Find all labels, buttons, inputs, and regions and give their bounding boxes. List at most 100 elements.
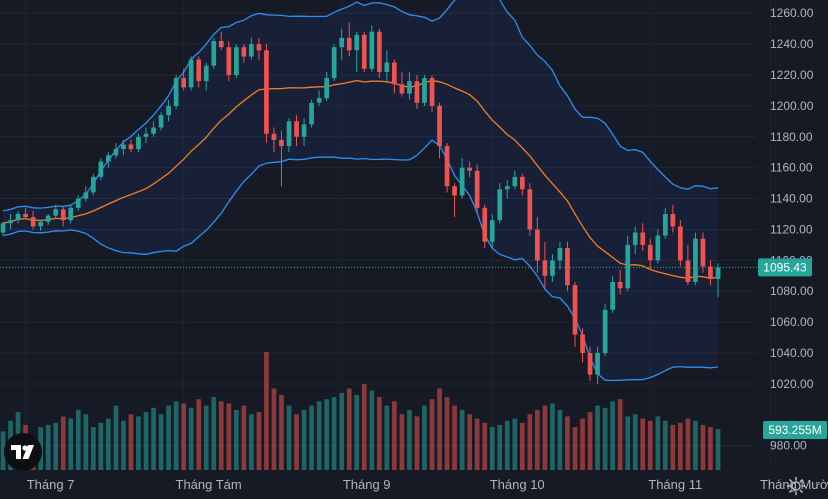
volume-bar [617, 399, 623, 470]
volume-bar [98, 422, 104, 470]
candle-body [489, 220, 495, 242]
candle-body [75, 198, 81, 208]
price-axis-label: 1200.00 [770, 99, 814, 113]
volume-bar [693, 420, 698, 470]
candle-body [234, 47, 239, 75]
volume-bar [181, 403, 186, 470]
candle-body [121, 144, 126, 150]
last-price-tag: 1095.43 [758, 258, 812, 277]
volume-bar [45, 424, 51, 470]
candle-body [38, 221, 43, 227]
volume-bar [542, 405, 548, 470]
volume-bar [286, 405, 292, 470]
time-axis[interactable]: Tháng 7 Tháng Tám Tháng 9 Tháng 10 Tháng 11 T… [27, 477, 828, 492]
candle-body [271, 133, 277, 140]
volume-bar [339, 392, 345, 470]
volume-bar [670, 424, 676, 470]
volume-bar [384, 405, 390, 470]
candle-body [504, 186, 510, 190]
volume-bar [279, 394, 284, 470]
candle-body [467, 167, 472, 171]
volume-bar [203, 405, 209, 470]
price-axis-label: 1020.00 [770, 377, 814, 391]
volume-bar [587, 412, 593, 470]
candle-body [693, 238, 698, 282]
candle-body [422, 78, 427, 103]
price-axis-label: 1140.00 [770, 192, 813, 206]
volume-bar [527, 414, 533, 470]
volume-bar [218, 401, 224, 470]
candle-body [550, 260, 555, 276]
price-axis-label: 1040.00 [770, 346, 814, 360]
volume-bar [625, 416, 631, 470]
volume-bar [68, 418, 74, 470]
candle-body [429, 78, 435, 106]
candle-body [196, 59, 202, 82]
candle-body [53, 209, 59, 216]
volume-bar [226, 403, 232, 470]
volume-bar [136, 416, 141, 470]
candle-body [143, 133, 149, 137]
volume-bar [324, 399, 329, 470]
volume-bar [143, 412, 149, 470]
volume-bar [678, 422, 683, 470]
volume-bar [535, 409, 540, 470]
settings-gear-icon[interactable] [786, 476, 806, 496]
candle-body [331, 47, 337, 79]
candle-body [15, 214, 21, 221]
price-axis-label: 1160.00 [770, 161, 813, 175]
candle-body [23, 214, 28, 218]
volume-bar [602, 407, 608, 470]
candle-body [218, 41, 224, 48]
time-axis-label: Tháng Mười [760, 477, 828, 492]
candle-body [640, 232, 646, 245]
volume-bar [580, 418, 585, 470]
candle-body [482, 207, 488, 242]
candle-body [685, 260, 691, 282]
volume-bar [610, 401, 615, 470]
candle-body [249, 44, 254, 57]
price-axis-label: 980.00 [770, 439, 807, 453]
candle-body [708, 266, 713, 279]
candle-body [602, 309, 608, 354]
candle-body [113, 149, 119, 156]
candle-body [595, 353, 600, 375]
volume-bar [520, 422, 525, 470]
candle-body [45, 215, 51, 222]
candle-body [301, 124, 307, 137]
candle-body [647, 244, 653, 261]
volume-bar [414, 416, 420, 470]
volume-bar [512, 418, 518, 470]
time-axis-label: Tháng 10 [490, 477, 545, 492]
volume-bar [655, 416, 661, 470]
candle-body [715, 267, 721, 279]
price-axis-label: 1180.00 [770, 130, 813, 144]
volume-bar [271, 388, 277, 470]
tradingview-logo[interactable] [4, 433, 42, 471]
candle-body [557, 248, 563, 261]
volume-bar [60, 416, 66, 470]
volume-bar [482, 422, 488, 470]
volume-bar [361, 384, 367, 470]
volume-bar [700, 424, 706, 470]
price-axis[interactable]: 1260.00 1240.00 1220.00 1200.00 1180.00 1160.… [770, 6, 814, 453]
volume-bar [158, 414, 164, 470]
volume-bar [632, 414, 638, 470]
bollinger-lower-line [2, 139, 719, 382]
price-axis-label: 1220.00 [770, 68, 814, 82]
candle-body [264, 50, 269, 134]
candle-body [294, 121, 299, 137]
candle-body [106, 155, 111, 162]
volume-bar [249, 414, 254, 470]
candle-body [444, 146, 450, 187]
volume-bar [106, 418, 111, 470]
candle-body [136, 136, 141, 150]
tradingview-logo-icon [11, 445, 34, 459]
candle-body [158, 115, 164, 128]
volume-bar [264, 352, 269, 470]
price-axis-label: 1080.00 [770, 284, 814, 298]
volume-bar [91, 427, 96, 470]
candle-body [497, 189, 503, 221]
price-axis-label: 1060.00 [770, 315, 814, 329]
